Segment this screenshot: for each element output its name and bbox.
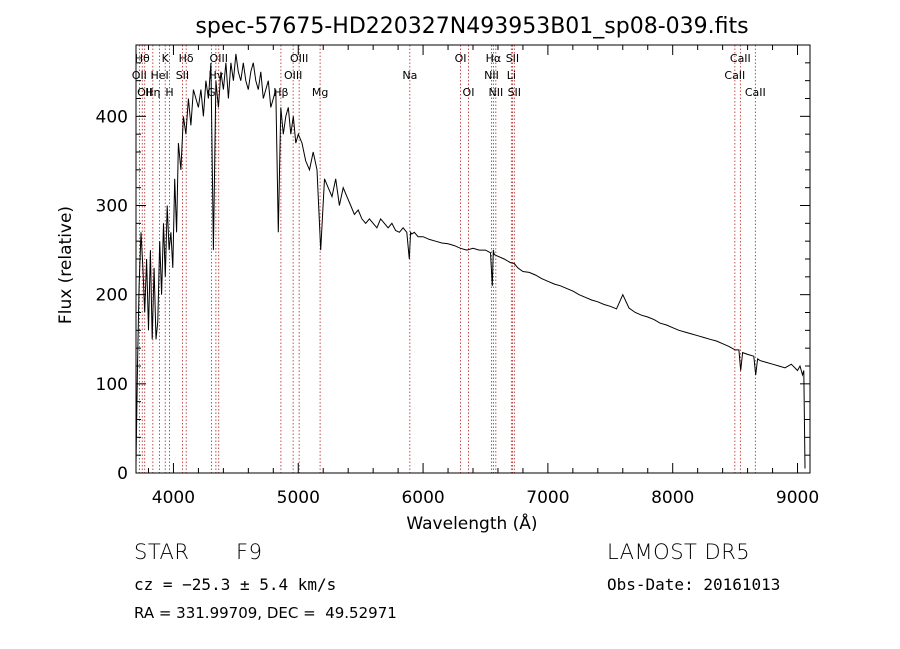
- y-axis-ticks: 0 100 200 300 400: [96, 62, 810, 484]
- y-tick-label: 100: [96, 375, 128, 395]
- x-tick-label: 5000: [277, 488, 320, 508]
- line-marker-label: NII: [484, 69, 499, 82]
- x-axis-label: Wavelength (Å): [406, 512, 537, 534]
- x-tick-label: 6000: [401, 488, 444, 508]
- line-marker-label: Hβ: [273, 86, 288, 99]
- line-marker-label: CaII: [724, 69, 745, 82]
- spectral-line-markers: [138, 45, 756, 473]
- observation-date: Obs-Date: 20161013: [607, 575, 781, 594]
- y-tick-label: 200: [96, 286, 128, 306]
- x-axis-ticks: 4000 5000 6000 7000 8000 9000: [147, 45, 819, 508]
- object-subclass: F9: [236, 540, 263, 564]
- redshift-value: cz = −25.3 ± 5.4 km/s: [134, 575, 337, 594]
- line-marker-label: Hθ: [135, 52, 150, 65]
- x-tick-label: 8000: [651, 488, 694, 508]
- line-marker-label: OI: [455, 52, 467, 65]
- line-marker-label: OII: [137, 86, 152, 99]
- x-tick-label: 4000: [152, 488, 195, 508]
- y-tick-label: 400: [96, 107, 128, 127]
- line-marker-label: Mg: [312, 86, 328, 99]
- line-marker-label: K: [162, 52, 170, 65]
- y-tick-label: 0: [117, 464, 128, 484]
- y-tick-label: 300: [96, 197, 128, 217]
- object-class: STAR: [134, 540, 190, 564]
- line-marker-label: Hη: [145, 86, 160, 99]
- line-marker-label: OIII: [284, 69, 302, 82]
- line-marker-label: CaII: [730, 52, 751, 65]
- survey-name: LAMOST DR5: [607, 540, 751, 564]
- x-tick-label: 7000: [526, 488, 569, 508]
- line-marker-label: H: [165, 86, 173, 99]
- line-marker-label: SII: [176, 69, 189, 82]
- line-marker-label: OII: [132, 69, 147, 82]
- line-marker-label: CaII: [745, 86, 766, 99]
- line-marker-label: Li: [507, 69, 516, 82]
- line-marker-label: Na: [402, 69, 417, 82]
- flux-series-line: [135, 53, 806, 469]
- line-marker-label: OIII: [290, 52, 308, 65]
- line-marker-label: Hα: [486, 52, 502, 65]
- line-marker-label: HeI: [150, 69, 168, 82]
- y-axis-label: Flux (relative): [56, 206, 76, 324]
- coordinates: RA = 331.99709, DEC = 49.52971: [134, 604, 397, 622]
- chart-title: spec-57675-HD220327N493953B01_sp08-039.f…: [195, 14, 748, 39]
- line-marker-label: NII: [488, 86, 503, 99]
- plot-frame: [135, 44, 811, 474]
- line-marker-label: SII: [508, 86, 521, 99]
- x-tick-label: 9000: [776, 488, 819, 508]
- line-marker-label: SII: [506, 52, 519, 65]
- line-marker-label: Hδ: [179, 52, 194, 65]
- line-marker-label: OIII: [210, 52, 228, 65]
- line-marker-label: OI: [463, 86, 475, 99]
